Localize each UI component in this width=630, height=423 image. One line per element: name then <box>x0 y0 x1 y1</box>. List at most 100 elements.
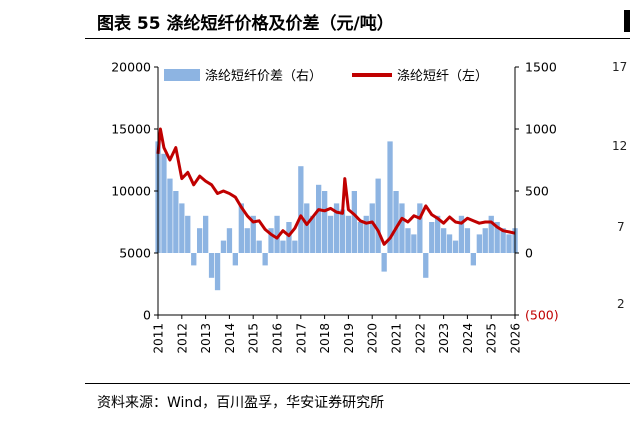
chart-title: 图表 55 涤纶短纤价格及价差（元/吨） <box>97 14 394 34</box>
spread-bar <box>327 215 334 253</box>
x-tick-label: 2017 <box>294 323 308 354</box>
x-tick-label: 2014 <box>223 323 237 354</box>
spread-bar <box>167 178 173 253</box>
left-tick-label: 0 <box>143 308 151 323</box>
spread-bar <box>161 153 167 253</box>
spread-bar <box>268 228 274 253</box>
spread-bar <box>494 222 500 253</box>
x-tick-label: 2016 <box>271 323 285 354</box>
spread-bar <box>452 240 459 253</box>
spread-bar <box>381 253 387 272</box>
source-rule <box>85 383 630 384</box>
spread-bar <box>411 234 417 253</box>
right-tick-label: 1000 <box>525 122 557 137</box>
spread-bar <box>238 203 244 253</box>
spread-bar <box>393 191 399 253</box>
spread-bars <box>155 141 518 291</box>
clipped-tick: 17 <box>612 60 628 74</box>
spread-bar <box>179 203 185 253</box>
spread-bar <box>298 166 304 253</box>
spread-bar <box>506 234 512 253</box>
spread-bar <box>446 234 453 253</box>
x-tick-label: 2020 <box>366 323 380 354</box>
spread-bar <box>429 222 435 253</box>
legend-swatch-spread <box>164 69 200 81</box>
left-tick-label: 20000 <box>111 60 151 75</box>
spread-bar <box>357 222 363 253</box>
clipped-tick: 7 <box>617 220 625 234</box>
spread-bar <box>500 228 506 253</box>
spread-bar <box>322 191 328 253</box>
spread-bar <box>488 215 494 253</box>
x-tick-label: 2026 <box>509 323 523 354</box>
spread-bar <box>173 191 179 253</box>
spread-bar <box>333 203 340 253</box>
x-tick-label: 2021 <box>390 323 404 354</box>
x-tick-label: 2015 <box>247 323 261 354</box>
clipped-tick: 12 <box>612 139 628 153</box>
spread-bar <box>262 253 268 266</box>
price-line-path <box>156 127 516 246</box>
spread-bar <box>441 228 447 253</box>
spread-bar <box>470 253 476 266</box>
spread-bar <box>339 209 346 253</box>
title-rule <box>85 38 630 39</box>
spread-bar <box>405 228 411 253</box>
adjacent-figure-edge <box>624 10 630 32</box>
x-tick-label: 2023 <box>437 323 451 354</box>
spread-bar <box>226 228 233 253</box>
x-tick-label: 2024 <box>461 323 475 354</box>
spread-bar <box>256 240 262 253</box>
x-tick-label: 2013 <box>199 323 213 354</box>
spread-bar <box>232 253 238 266</box>
right-tick-label: 500 <box>525 184 549 199</box>
spread-bar <box>203 215 209 253</box>
spread-bar <box>363 215 369 253</box>
ticks: 0 5000 10000 15000 20000 (500) 0 500 1000 1500 201… <box>111 60 558 354</box>
spread-bar <box>464 228 471 253</box>
spread-bar <box>387 141 393 253</box>
legend: 涤纶短纤价差（右） 涤纶短纤（左） <box>164 69 488 84</box>
x-tick-label: 2022 <box>413 323 427 354</box>
spread-bar <box>220 240 227 253</box>
spread-bar <box>208 253 215 278</box>
spread-bar <box>191 253 197 266</box>
spread-bar <box>286 222 292 253</box>
spread-bar <box>197 228 203 253</box>
right-tick-label: 0 <box>525 246 533 261</box>
spread-bar <box>280 240 286 253</box>
spread-bar <box>435 215 441 253</box>
spread-bar <box>417 203 423 253</box>
spread-bar <box>482 228 488 253</box>
spread-bar <box>250 215 256 253</box>
x-tick-label: 2025 <box>485 323 499 354</box>
x-tick-label: 2011 <box>152 323 166 354</box>
legend-label-spread: 涤纶短纤价差（右） <box>205 69 322 84</box>
legend-label-price: 涤纶短纤（左） <box>397 69 488 84</box>
clipped-tick: 2 <box>617 297 625 311</box>
spread-bar <box>316 184 322 253</box>
spread-bar <box>399 203 405 253</box>
spread-bar <box>351 191 357 253</box>
source-note: 资料来源：Wind，百川盈孚，华安证券研究所 <box>97 395 385 411</box>
spread-bar <box>310 215 316 253</box>
right-tick-label: (500) <box>525 308 559 323</box>
spread-bar <box>458 215 465 253</box>
spread-bar <box>244 228 250 253</box>
spread-bar <box>304 203 310 253</box>
spread-bar <box>185 215 191 253</box>
x-tick-label: 2018 <box>318 323 332 354</box>
spread-bar <box>369 203 375 253</box>
right-tick-label: 1500 <box>525 60 557 75</box>
left-tick-label: 10000 <box>111 184 151 199</box>
x-tick-label: 2012 <box>175 323 189 354</box>
left-tick-label: 15000 <box>111 122 151 137</box>
price-line <box>156 127 516 246</box>
left-tick-label: 5000 <box>119 246 151 261</box>
spread-bar <box>292 240 298 253</box>
spread-bar <box>214 253 221 291</box>
spread-bar <box>274 215 280 253</box>
spread-bar <box>476 234 482 253</box>
spread-bar <box>345 215 352 253</box>
